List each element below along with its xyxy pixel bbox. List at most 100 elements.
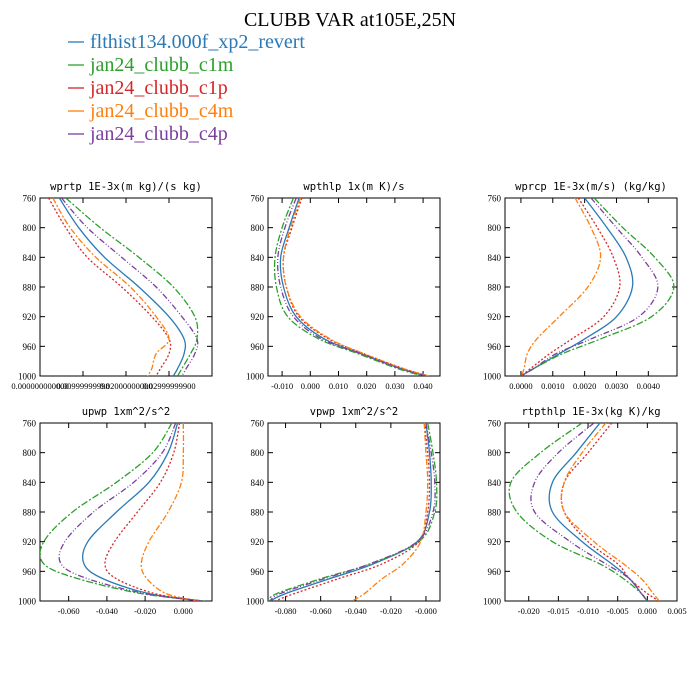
x-tick-label: -0.040 [96, 606, 118, 616]
series-line [279, 198, 427, 376]
y-tick-label: 960 [251, 567, 265, 577]
y-tick-label: 1000 [18, 372, 37, 382]
series-line [273, 198, 424, 376]
x-tick-label: 0.0000 [509, 381, 532, 391]
panel-title: vpwp 1xm^2/s^2 [310, 406, 399, 418]
series-line [65, 198, 199, 376]
x-tick-label: 0.000 [301, 381, 320, 391]
series-line [520, 198, 634, 376]
chart-panel: wprcp 1E-3x(m/s) (kg/kg) 760 800 840 880 920 9… [483, 181, 678, 391]
legend-item: jan24_clubb_c1p [68, 77, 228, 99]
x-tick-label: -0.060 [58, 606, 80, 616]
legend-item: jan24_clubb_c4p [68, 123, 228, 145]
y-tick-label: 920 [23, 537, 37, 547]
series-group [40, 423, 205, 601]
y-tick-label: 1000 [483, 597, 502, 607]
x-tick-label: 0.000000000000 [11, 381, 68, 391]
y-tick-label: 800 [23, 448, 37, 458]
legend-label: flthist134.000f_xp2_revert [90, 31, 305, 53]
series-line [520, 198, 602, 376]
y-tick-label: 760 [488, 419, 502, 429]
series-line [104, 423, 201, 601]
legend: flthist134.000f_xp2_revert jan24_clubb_c1… [68, 31, 305, 145]
x-tick-label: 0.02000000000 [99, 381, 152, 391]
y-tick-label: 880 [23, 283, 37, 293]
series-line [81, 423, 203, 601]
series-line [282, 198, 429, 376]
y-tick-label: 1000 [483, 372, 502, 382]
y-tick-label: 1000 [246, 597, 265, 607]
y-tick-label: 880 [488, 508, 502, 518]
panels: wprtp 1E-3x(m kg)/(s kg) 760 800 840 880 920 9… [11, 181, 686, 616]
x-tick-label: -0.000 [415, 606, 437, 616]
y-tick-label: 880 [251, 283, 265, 293]
y-tick-label: 760 [23, 194, 37, 204]
y-tick-label: 1000 [246, 372, 265, 382]
series-line [140, 423, 199, 601]
series-line [530, 423, 648, 601]
x-tick-label: -0.020 [380, 606, 402, 616]
series-line [269, 423, 436, 601]
y-tick-label: 960 [23, 342, 37, 352]
series-group [273, 198, 429, 376]
series-line [52, 198, 170, 376]
figure-title: CLUBB VAR at105E,25N [244, 9, 456, 31]
series-line [351, 423, 429, 601]
series-line [58, 198, 187, 376]
series-line [520, 198, 621, 376]
series-group [48, 198, 199, 376]
x-tick-label: 0.0010 [541, 381, 564, 391]
series-line [548, 423, 648, 601]
y-tick-label: 760 [251, 419, 265, 429]
y-tick-label: 800 [251, 448, 265, 458]
x-tick-label: -0.005 [607, 606, 629, 616]
series-line [560, 423, 660, 601]
chart-panel: wpthlp 1x(m K)/s 760 800 840 880 920 960 1000 -0… [246, 181, 441, 391]
series-line [520, 198, 659, 376]
legend-label: jan24_clubb_c4p [89, 123, 228, 145]
legend-item: flthist134.000f_xp2_revert [68, 31, 305, 53]
panel-title: upwp 1xm^2/s^2 [82, 406, 171, 418]
series-line [40, 423, 205, 601]
panel-title: rtpthlp 1E-3x(kg K)/kg [521, 406, 660, 418]
x-tick-label: 0.040 [414, 381, 433, 391]
y-tick-label: 920 [251, 537, 265, 547]
x-tick-label: -0.010 [271, 381, 293, 391]
y-tick-label: 840 [251, 253, 265, 263]
panel-title: wpthlp 1x(m K)/s [303, 181, 404, 193]
plot-frame [504, 197, 678, 377]
series-line [276, 198, 427, 376]
y-tick-label: 840 [23, 253, 37, 263]
x-tick-label: 0.0030 [605, 381, 628, 391]
x-tick-label: -0.040 [345, 606, 367, 616]
series-line [274, 423, 431, 601]
series-line [61, 198, 199, 376]
series-line [268, 423, 438, 601]
legend-item: jan24_clubb_c4m [68, 100, 234, 122]
x-tick-label: -0.060 [310, 606, 332, 616]
y-tick-label: 880 [251, 508, 265, 518]
x-tick-label: 0.020 [357, 381, 376, 391]
x-tick-label: -0.015 [547, 606, 569, 616]
y-tick-label: 760 [488, 194, 502, 204]
x-tick-label: 0.005 [667, 606, 686, 616]
series-group [508, 423, 660, 601]
chart-panel: wprtp 1E-3x(m kg)/(s kg) 760 800 840 880 920 9… [11, 181, 213, 391]
x-tick-label: 0.02999999900 [142, 381, 195, 391]
y-tick-label: 880 [488, 283, 502, 293]
y-tick-label: 920 [488, 537, 502, 547]
legend-label: jan24_clubb_c4m [89, 100, 234, 122]
panel-title: wprtp 1E-3x(m kg)/(s kg) [50, 181, 202, 193]
y-tick-label: 760 [23, 419, 37, 429]
x-tick-label: 0.030 [385, 381, 404, 391]
series-line [560, 423, 660, 601]
series-group [520, 198, 675, 376]
series-line [520, 198, 675, 376]
x-tick-label: 0.0040 [637, 381, 660, 391]
y-tick-label: 800 [488, 223, 502, 233]
series-line [282, 198, 429, 376]
x-tick-label: -0.020 [134, 606, 156, 616]
y-tick-label: 800 [251, 223, 265, 233]
series-group [268, 423, 438, 601]
